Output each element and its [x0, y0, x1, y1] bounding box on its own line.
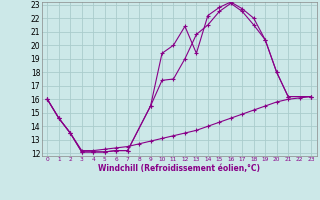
X-axis label: Windchill (Refroidissement éolien,°C): Windchill (Refroidissement éolien,°C) — [98, 164, 260, 173]
